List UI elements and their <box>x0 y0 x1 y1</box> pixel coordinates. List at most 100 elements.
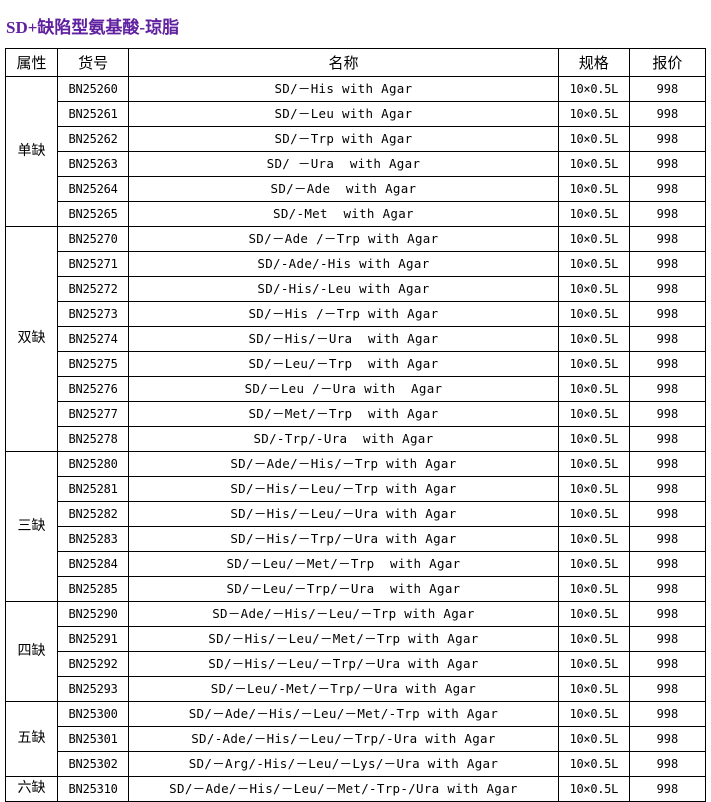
product-name-cell: SD/－Ade/－His/－Trp with Agar <box>128 451 559 477</box>
product-name-cell: SD/－His/－Ura with Agar <box>128 326 559 352</box>
product-price-cell: 998 <box>628 251 707 277</box>
product-code-cell: BN25260 <box>57 76 130 102</box>
product-price-cell: 998 <box>628 351 707 377</box>
product-price-cell: 998 <box>628 151 707 177</box>
product-code-cell: BN25282 <box>57 501 130 527</box>
table-body: 单缺 BN25260 SD/－His with Agar 10×0.5L 998 BN25… <box>4 76 707 802</box>
product-name-cell: SD－Ade/－His/－Leu/－Trp with Agar <box>128 601 559 627</box>
product-name-cell: SD/－Ade /－Trp with Agar <box>128 226 559 252</box>
product-name-cell: SD/-His/-Leu with Agar <box>128 276 559 302</box>
product-price-cell: 998 <box>628 126 707 152</box>
table-row: BN25264 SD/－Ade with Agar 10×0.5L 998 <box>6 176 707 202</box>
product-price-cell: 998 <box>628 326 707 352</box>
product-code-cell: BN25285 <box>57 576 130 602</box>
product-name-cell: SD/-Ade/-His with Agar <box>128 251 559 277</box>
product-code-cell: BN25278 <box>57 426 130 452</box>
product-price-cell: 998 <box>628 726 707 752</box>
product-code-cell: BN25262 <box>57 126 130 152</box>
product-price-cell: 998 <box>628 376 707 402</box>
product-spec-cell: 10×0.5L <box>557 201 630 227</box>
product-name-cell: SD/－Ade/－His/－Leu/－Met/-Trp with Agar <box>128 701 559 727</box>
product-code-cell: BN25270 <box>57 226 130 252</box>
table-row: 四缺 BN25290 SD－Ade/－His/－Leu/－Trp with Agar… <box>4 601 707 702</box>
product-price-cell: 998 <box>628 276 707 302</box>
product-price-cell: 998 <box>628 401 707 427</box>
product-spec-cell: 10×0.5L <box>557 626 630 652</box>
product-name-cell: SD/－His/－Leu/－Trp with Agar <box>128 476 559 502</box>
product-spec-cell: 10×0.5L <box>557 251 630 277</box>
product-code-cell: BN25265 <box>57 201 130 227</box>
column-header-name: 名称 <box>128 48 559 77</box>
product-spec-cell: 10×0.5L <box>557 451 630 477</box>
product-name-cell: SD/－Met/－Trp with Agar <box>128 401 559 427</box>
product-code-cell: BN25276 <box>57 376 130 402</box>
product-name-cell: SD/－Trp with Agar <box>128 126 559 152</box>
product-spec-cell: 10×0.5L <box>557 501 630 527</box>
product-spec-cell: 10×0.5L <box>557 651 630 677</box>
product-name-cell: SD/－His with Agar <box>128 76 559 102</box>
product-code-cell: BN25261 <box>57 101 130 127</box>
table-row: 三缺 BN25280 SD/－Ade/－His/－Trp with Agar 10×0… <box>4 451 707 602</box>
table-row: BN25263 SD/ －Ura with Agar 10×0.5L 998 <box>6 151 707 177</box>
product-spec-cell: 10×0.5L <box>557 401 630 427</box>
product-code-cell: BN25281 <box>57 476 130 502</box>
product-price-cell: 998 <box>628 101 707 127</box>
product-name-cell: SD/－His/－Trp/－Ura with Agar <box>128 526 559 552</box>
product-spec-cell: 10×0.5L <box>557 426 630 452</box>
table-row: BN25276 SD/－Leu /－Ura with Agar 10×0.5L 998 <box>6 376 707 402</box>
product-price-cell: 998 <box>628 451 707 477</box>
product-code-cell: BN25300 <box>57 701 130 727</box>
product-code-cell: BN25271 <box>57 251 130 277</box>
product-name-cell: SD/－His/－Leu/－Trp/－Ura with Agar <box>128 651 559 677</box>
product-code-cell: BN25274 <box>57 326 130 352</box>
product-price-cell: 998 <box>628 476 707 502</box>
product-name-cell: SD/－Leu with Agar <box>128 101 559 127</box>
table-row: BN25282 SD/－His/－Leu/－Ura with Agar 10×0.5… <box>6 501 707 527</box>
product-spec-cell: 10×0.5L <box>557 151 630 177</box>
product-spec-cell: 10×0.5L <box>557 376 630 402</box>
product-spec-cell: 10×0.5L <box>557 76 630 102</box>
product-code-cell: BN25272 <box>57 276 130 302</box>
product-name-cell: SD/－His/－Leu/－Met/－Trp with Agar <box>128 626 559 652</box>
product-price-cell: 998 <box>628 426 707 452</box>
product-spec-cell: 10×0.5L <box>557 751 630 777</box>
product-spec-cell: 10×0.5L <box>557 701 630 727</box>
table-row: BN25302 SD/－Arg/-His/－Leu/－Lys/－Ura with … <box>6 751 707 777</box>
attribute-group-cell: 五缺 <box>4 701 59 777</box>
product-price-cell: 998 <box>628 651 707 677</box>
product-spec-cell: 10×0.5L <box>557 326 630 352</box>
product-name-cell: SD/－His /－Trp with Agar <box>128 301 559 327</box>
column-header-code: 货号 <box>57 48 130 77</box>
table-row: 双缺 BN25270 SD/－Ade /－Trp with Agar 10×0.5L 9… <box>4 226 707 452</box>
product-price-table: 属性 货号 名称 规格 报价 单缺 BN25260 SD/－His with Aga… <box>4 48 707 802</box>
product-price-cell: 998 <box>628 526 707 552</box>
product-code-cell: BN25273 <box>57 301 130 327</box>
product-name-cell: SD/ －Ura with Agar <box>128 151 559 177</box>
product-code-cell: BN25263 <box>57 151 130 177</box>
table-row: BN25277 SD/－Met/－Trp with Agar 10×0.5L 998 <box>6 401 707 427</box>
product-name-cell: SD/－Leu/－Trp/－Ura with Agar <box>128 576 559 602</box>
product-spec-cell: 10×0.5L <box>557 726 630 752</box>
product-code-cell: BN25264 <box>57 176 130 202</box>
product-name-cell: SD/－Arg/-His/－Leu/－Lys/－Ura with Agar <box>128 751 559 777</box>
product-code-cell: BN25293 <box>57 676 130 702</box>
column-header-price: 报价 <box>628 48 707 77</box>
table-row: 五缺 BN25300 SD/－Ade/－His/－Leu/－Met/-Trp wit… <box>4 701 707 777</box>
product-name-cell: SD/－His/－Leu/－Ura with Agar <box>128 501 559 527</box>
product-name-cell: SD/－Leu/-Met/－Trp/－Ura with Agar <box>128 676 559 702</box>
product-spec-cell: 10×0.5L <box>557 601 630 627</box>
product-name-cell: SD/-Trp/-Ura with Agar <box>128 426 559 452</box>
table-row: BN25283 SD/－His/－Trp/－Ura with Agar 10×0.5… <box>6 526 707 552</box>
product-spec-cell: 10×0.5L <box>557 276 630 302</box>
table-row: BN25292 SD/－His/－Leu/－Trp/－Ura with Agar 1… <box>6 651 707 677</box>
table-row: BN25284 SD/－Leu/－Met/－Trp with Agar 10×0.5… <box>6 551 707 577</box>
attribute-group-cell: 四缺 <box>4 601 59 702</box>
product-price-cell: 998 <box>628 76 707 102</box>
product-code-cell: BN25277 <box>57 401 130 427</box>
product-spec-cell: 10×0.5L <box>557 176 630 202</box>
table-row: BN25273 SD/－His /－Trp with Agar 10×0.5L 998 <box>6 301 707 327</box>
table-row: BN25274 SD/－His/－Ura with Agar 10×0.5L 998 <box>6 326 707 352</box>
product-price-cell: 998 <box>628 751 707 777</box>
table-row: BN25278 SD/-Trp/-Ura with Agar 10×0.5L 998 <box>6 426 707 452</box>
product-price-cell: 998 <box>628 626 707 652</box>
